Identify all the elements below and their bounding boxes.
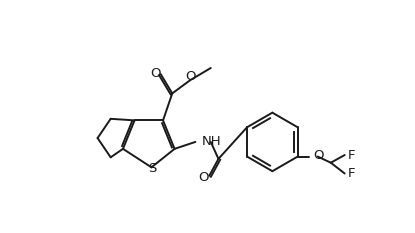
Text: F: F [348,167,355,180]
Text: O: O [150,67,161,80]
Text: O: O [186,70,196,83]
Text: S: S [148,162,156,175]
Text: NH: NH [202,135,221,148]
Text: F: F [348,148,355,161]
Text: O: O [199,171,209,184]
Text: O: O [313,149,324,162]
